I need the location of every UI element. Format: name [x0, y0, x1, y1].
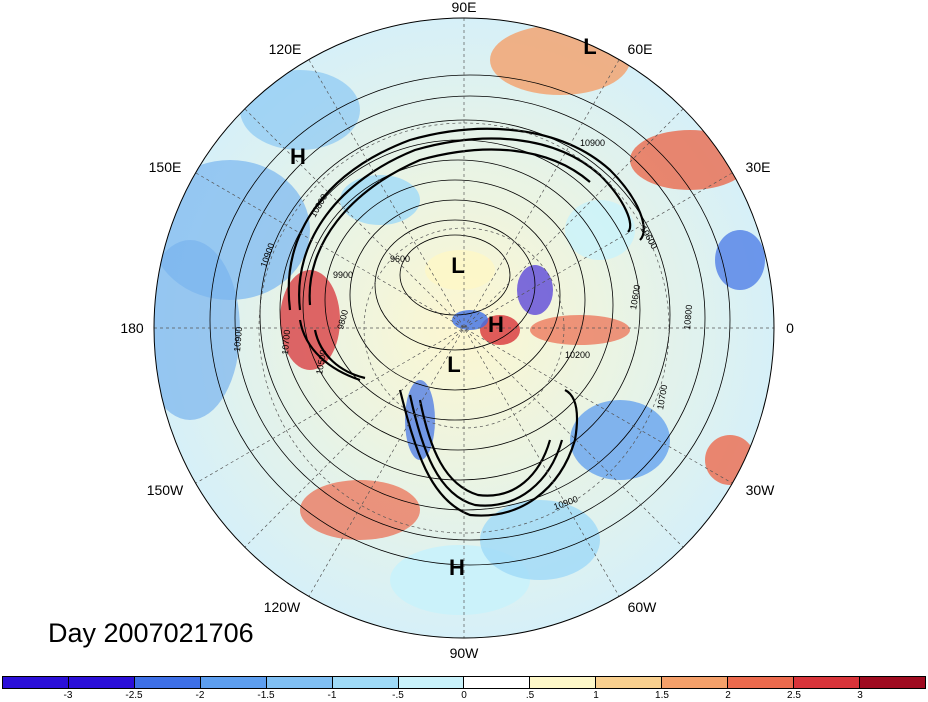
- colorbar-tick-label: -.5: [392, 690, 404, 701]
- low-center-label: L: [451, 253, 464, 278]
- low-center-label: L: [447, 352, 460, 377]
- colorbar: [2, 676, 926, 689]
- colorbar-swatch: [530, 677, 597, 688]
- lon-label-30w: 30W: [746, 482, 776, 498]
- contour-label: 10200: [565, 350, 590, 360]
- colorbar-swatch: [332, 677, 399, 688]
- colorbar-swatch: [859, 677, 925, 688]
- date-label: Day 2007021706: [48, 618, 254, 648]
- contour-label: 9600: [390, 254, 410, 264]
- colorbar-tick-label: -2.5: [125, 690, 143, 701]
- colorbar-tick-label: 2: [725, 690, 731, 701]
- colorbar-tick-label: .5: [525, 690, 535, 701]
- colorbar-swatch: [200, 677, 267, 688]
- colorbar-tick-label: -1.5: [257, 690, 275, 701]
- contour-label: 10900: [232, 326, 244, 352]
- contour-label: 10700: [280, 329, 292, 355]
- colorbar-tick-label: 0: [461, 690, 467, 701]
- lon-label-90w: 90W: [450, 645, 480, 661]
- contour-label: 10900: [580, 138, 605, 148]
- contour-label: 10500: [314, 349, 328, 375]
- colorbar-swatch: [596, 677, 663, 688]
- colorbar-swatch: [398, 677, 465, 688]
- colorbar-tick-label: -1: [327, 690, 337, 701]
- colorbar-tick-label: -2: [195, 690, 205, 701]
- lon-label-90e: 90E: [452, 0, 477, 15]
- lon-label-120w: 120W: [264, 599, 301, 615]
- height-contours: [209, 74, 731, 566]
- colorbar-swatch: [794, 677, 860, 688]
- graticule: [154, 18, 774, 638]
- contour-label: 10800: [682, 304, 694, 330]
- lon-label-150e: 150E: [149, 159, 182, 175]
- colorbar-swatch: [68, 677, 135, 688]
- colorbar-swatch: [464, 677, 531, 688]
- colorbar-swatch: [728, 677, 795, 688]
- colorbar-swatch: [266, 677, 333, 688]
- colorbar-swatch: [662, 677, 729, 688]
- contour-label: 10600: [628, 284, 642, 310]
- colorbar-tick-label: -3: [63, 690, 73, 701]
- colorbar-tick-label: 3: [857, 690, 863, 701]
- contour-label: 10700: [655, 384, 669, 410]
- low-center-label: L: [583, 34, 596, 59]
- lon-label-180: 180: [120, 320, 144, 336]
- high-center-label: H: [488, 312, 504, 337]
- lon-label-150w: 150W: [147, 482, 184, 498]
- colorbar-tick-label: 1: [593, 690, 599, 701]
- colorbar-tick-label: 1.5: [655, 690, 669, 701]
- colorbar-swatch: [134, 677, 201, 688]
- lon-label-30e: 30E: [746, 159, 771, 175]
- high-center-label: H: [449, 555, 465, 580]
- jet-contours: [287, 127, 645, 517]
- lon-label-120e: 120E: [269, 41, 302, 57]
- contour-label: 9900: [333, 270, 353, 280]
- high-center-label: H: [290, 144, 306, 169]
- colorbar-tick-label: 2.5: [787, 690, 801, 701]
- anomaly-shading: [154, 25, 765, 615]
- lon-label-0: 0: [786, 320, 794, 336]
- lon-label-60w: 60W: [628, 599, 658, 615]
- map-outline: [153, 17, 775, 639]
- lon-label-60e: 60E: [628, 41, 653, 57]
- colorbar-swatch: [3, 677, 69, 688]
